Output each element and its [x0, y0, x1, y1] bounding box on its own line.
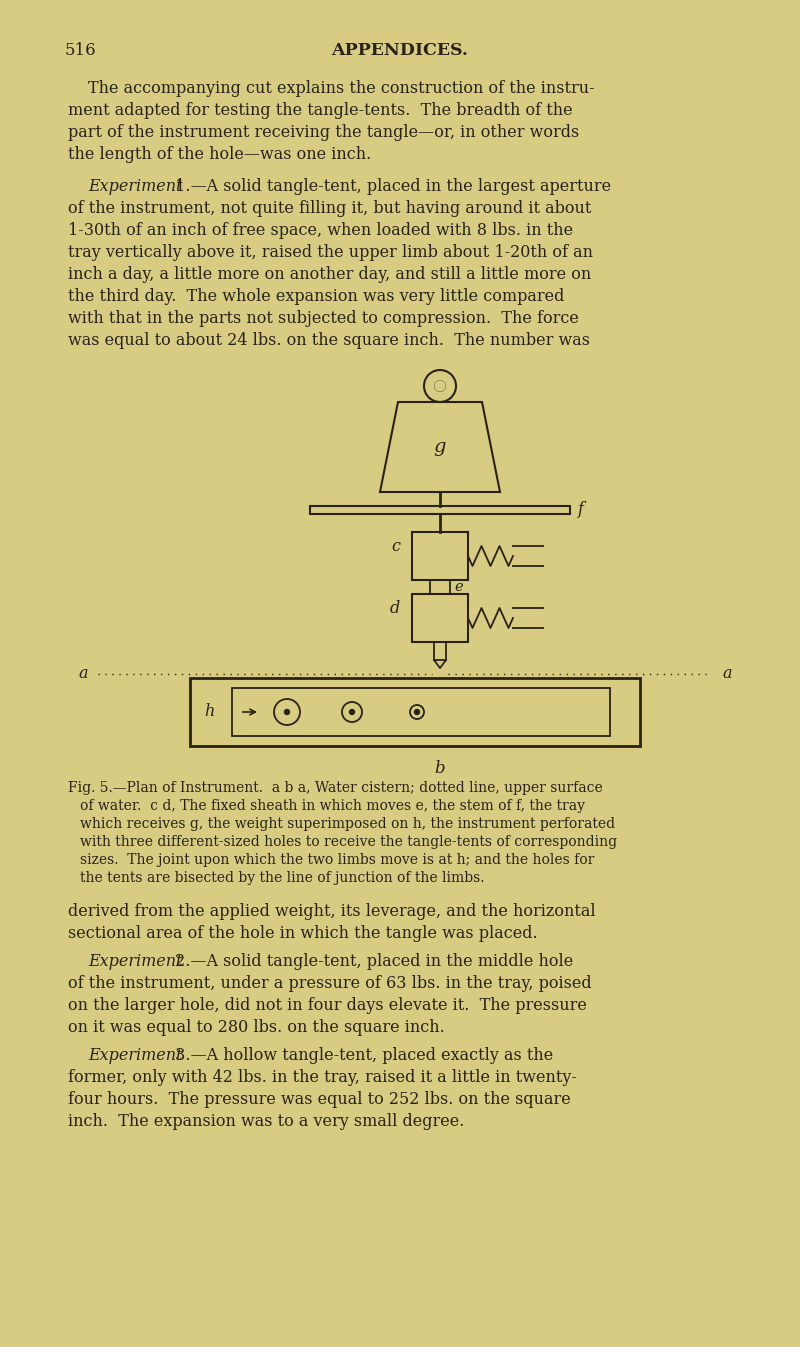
Text: 516: 516 [65, 42, 97, 59]
Text: Fig. 5.—Plan of Instrument.  a b a, Water cistern; dotted line, upper surface: Fig. 5.—Plan of Instrument. a b a, Water… [68, 781, 602, 795]
Text: with that in the parts not subjected to compression.  The force: with that in the parts not subjected to … [68, 310, 579, 327]
Text: the length of the hole—was one inch.: the length of the hole—was one inch. [68, 145, 371, 163]
Text: e: e [454, 581, 462, 594]
Text: ment adapted for testing the tangle-tents.  The breadth of the: ment adapted for testing the tangle-tent… [68, 102, 573, 119]
Text: with three different-sized holes to receive the tangle-tents of corresponding: with three different-sized holes to rece… [80, 835, 617, 849]
Text: on it was equal to 280 lbs. on the square inch.: on it was equal to 280 lbs. on the squar… [68, 1018, 445, 1036]
Circle shape [350, 710, 354, 714]
Text: of the instrument, not quite filling it, but having around it about: of the instrument, not quite filling it,… [68, 199, 591, 217]
Text: b: b [434, 760, 446, 777]
Text: inch.  The expansion was to a very small degree.: inch. The expansion was to a very small … [68, 1113, 464, 1130]
Bar [190, 678, 640, 746]
Text: 1-30th of an inch of free space, when loaded with 8 lbs. in the: 1-30th of an inch of free space, when lo… [68, 222, 573, 238]
Text: four hours.  The pressure was equal to 252 lbs. on the square: four hours. The pressure was equal to 25… [68, 1091, 570, 1109]
Text: a: a [722, 665, 731, 683]
Text: Experiment: Experiment [88, 178, 182, 195]
Text: sizes.  The joint upon which the two limbs move is at h; and the holes for: sizes. The joint upon which the two limb… [80, 853, 594, 867]
Text: part of the instrument receiving the tangle—or, in other words: part of the instrument receiving the tan… [68, 124, 579, 141]
Text: 1.—A solid tangle-tent, placed in the largest aperture: 1.—A solid tangle-tent, placed in the la… [170, 178, 611, 195]
Bar [232, 688, 610, 735]
Text: 2.—A solid tangle-tent, placed in the middle hole: 2.—A solid tangle-tent, placed in the mi… [170, 952, 574, 970]
Text: Experiment: Experiment [88, 1047, 182, 1064]
Text: the tents are bisected by the line of junction of the limbs.: the tents are bisected by the line of ju… [80, 872, 485, 885]
Text: The accompanying cut explains the construction of the instru-: The accompanying cut explains the constr… [88, 79, 594, 97]
Text: inch a day, a little more on another day, and still a little more on: inch a day, a little more on another day… [68, 265, 591, 283]
Text: APPENDICES.: APPENDICES. [331, 42, 469, 59]
Text: sectional area of the hole in which the tangle was placed.: sectional area of the hole in which the … [68, 925, 538, 942]
Text: former, only with 42 lbs. in the tray, raised it a little in twenty-: former, only with 42 lbs. in the tray, r… [68, 1070, 577, 1086]
Text: d: d [390, 599, 400, 617]
Bar [412, 532, 468, 581]
Text: g: g [434, 438, 446, 457]
Text: 3.—A hollow tangle-tent, placed exactly as the: 3.—A hollow tangle-tent, placed exactly … [170, 1047, 554, 1064]
Bar [412, 594, 468, 643]
Bar [434, 643, 446, 660]
Text: which receives g, the weight superimposed on h, the instrument perforated: which receives g, the weight superimpose… [80, 818, 615, 831]
Text: was equal to about 24 lbs. on the square inch.  The number was: was equal to about 24 lbs. on the square… [68, 331, 590, 349]
Text: of the instrument, under a pressure of 63 lbs. in the tray, poised: of the instrument, under a pressure of 6… [68, 975, 592, 991]
Bar [430, 581, 450, 594]
Circle shape [285, 710, 290, 714]
Text: on the larger hole, did not in four days elevate it.  The pressure: on the larger hole, did not in four days… [68, 997, 587, 1014]
Text: h: h [204, 703, 214, 721]
Text: of water.  c d, The fixed sheath in which moves e, the stem of f, the tray: of water. c d, The fixed sheath in which… [80, 799, 585, 814]
Text: a: a [78, 665, 88, 683]
Text: tray vertically above it, raised the upper limb about 1-20th of an: tray vertically above it, raised the upp… [68, 244, 593, 261]
Text: f: f [578, 501, 584, 519]
Circle shape [435, 381, 445, 391]
Text: Experiment: Experiment [88, 952, 182, 970]
Text: c: c [391, 537, 400, 555]
Text: the third day.  The whole expansion was very little compared: the third day. The whole expansion was v… [68, 288, 564, 304]
Text: derived from the applied weight, its leverage, and the horizontal: derived from the applied weight, its lev… [68, 902, 596, 920]
Circle shape [414, 710, 419, 714]
Bar [310, 506, 570, 515]
